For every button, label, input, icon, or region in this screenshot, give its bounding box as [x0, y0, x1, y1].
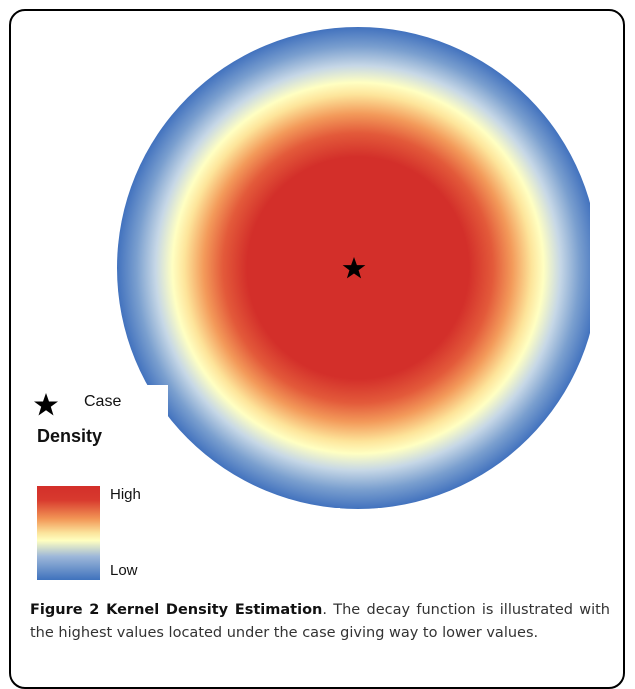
figure-caption: Figure 2 Kernel Density Estimation. The …: [30, 599, 610, 645]
caption-text: . The decay function is illustrated with…: [30, 602, 610, 641]
legend-high-label: High: [110, 486, 141, 503]
legend-color-ramp: [37, 486, 100, 580]
legend-title: Density: [37, 426, 103, 446]
legend-star-icon: [34, 393, 58, 416]
legend-low-label: Low: [110, 562, 138, 579]
density-map-svg: [34, 20, 610, 580]
legend-case-label: Case: [84, 393, 122, 410]
case-star-icon: [342, 257, 366, 279]
density-map: [34, 20, 610, 580]
figure-label: Figure 2 Kernel Density Estimation: [30, 602, 323, 618]
raster-edge-steps: [105, 20, 610, 520]
